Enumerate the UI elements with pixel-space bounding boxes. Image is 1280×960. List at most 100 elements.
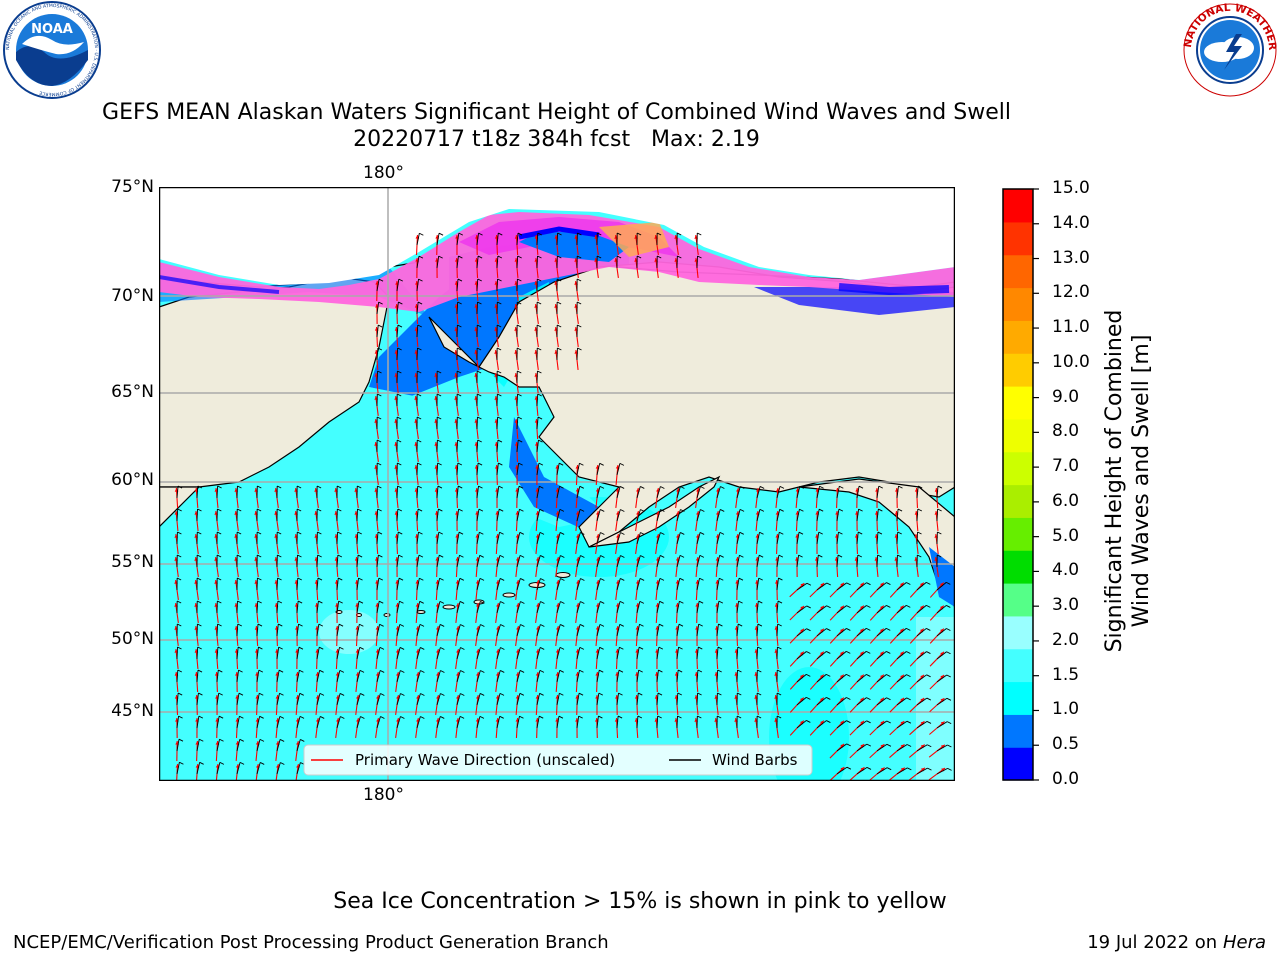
wind-barb xyxy=(496,278,502,292)
wind-barb xyxy=(536,669,545,683)
wind-barb xyxy=(796,651,811,660)
colorbar-swatch xyxy=(1003,386,1033,420)
vector-field xyxy=(174,232,952,781)
wind-barb xyxy=(416,670,425,683)
wind-barb xyxy=(376,416,382,430)
wind-barb xyxy=(276,531,282,545)
wind-barb xyxy=(496,485,503,499)
wind-barb xyxy=(656,509,665,522)
wind-barb xyxy=(276,577,282,591)
wind-barb xyxy=(576,485,584,499)
wind-barb xyxy=(676,255,682,269)
wind-barb xyxy=(416,301,423,315)
wind-barb xyxy=(576,301,582,315)
wind-barb xyxy=(296,692,304,706)
wind-barb xyxy=(496,370,502,384)
wind-barb xyxy=(536,531,545,545)
wind-barb xyxy=(556,715,564,729)
wind-barb xyxy=(516,578,525,591)
wind-barb xyxy=(876,605,891,614)
wind-barb xyxy=(756,646,762,660)
colorbar-tick-label: 1.5 xyxy=(1052,664,1080,685)
wind-barb xyxy=(216,669,223,683)
wind-barb xyxy=(716,669,722,683)
wind-barb xyxy=(196,577,202,591)
wind-barb xyxy=(416,647,425,660)
wind-barb xyxy=(436,554,444,568)
wind-barb xyxy=(696,577,704,591)
wind-barb xyxy=(896,720,912,729)
wind-barb xyxy=(316,531,322,545)
wind-barb xyxy=(896,554,902,568)
wind-barb xyxy=(456,347,462,361)
wind-barb xyxy=(496,301,502,315)
wind-barb xyxy=(296,485,302,499)
wind-barb xyxy=(316,508,322,522)
wind-barb xyxy=(296,646,304,660)
wind-barb xyxy=(376,508,382,522)
lat-label: 65°N xyxy=(111,382,154,402)
map-frame xyxy=(159,187,955,781)
wind-barb xyxy=(456,485,463,499)
wind-barb xyxy=(596,462,604,476)
wind-barb xyxy=(856,720,871,729)
wind-barb xyxy=(176,738,184,752)
wind-barb xyxy=(256,762,265,775)
wind-barb xyxy=(816,554,823,568)
wind-barb xyxy=(816,485,824,499)
wind-barb xyxy=(236,554,242,568)
wind-barb xyxy=(536,462,544,476)
wind-barb xyxy=(456,624,465,637)
wind-barb xyxy=(376,462,382,476)
wind-barb xyxy=(836,628,851,637)
wind-barb xyxy=(636,692,643,706)
wind-barb xyxy=(596,255,602,269)
no-data-area xyxy=(159,187,955,285)
wind-barb xyxy=(516,601,525,614)
wave-direction-arrowhead xyxy=(920,744,925,749)
wind-barb xyxy=(696,532,705,545)
lat-label: 60°N xyxy=(111,470,154,490)
wind-barb xyxy=(756,554,764,568)
wind-barb xyxy=(336,554,343,568)
lon-label-top: 180° xyxy=(363,163,404,183)
wind-barb xyxy=(256,646,263,660)
wind-barb xyxy=(496,462,503,476)
colorbar-tick-label: 1.0 xyxy=(1052,699,1080,720)
wind-barb xyxy=(576,715,583,729)
wind-barb xyxy=(296,600,303,614)
wind-barb xyxy=(916,531,922,545)
wind-barb xyxy=(516,255,522,269)
wind-barb xyxy=(516,370,522,384)
wind-barb xyxy=(336,693,345,706)
wind-barb xyxy=(276,646,283,660)
wind-barb xyxy=(256,669,264,683)
wind-barb xyxy=(356,577,363,591)
wind-barb xyxy=(316,716,325,729)
wind-barb xyxy=(276,739,285,752)
wind-barb xyxy=(896,744,912,752)
wind-barb xyxy=(556,324,562,338)
footer-date: 19 Jul 2022 on Hera xyxy=(1087,932,1266,953)
wind-barb xyxy=(856,605,871,614)
wind-barb xyxy=(676,554,685,568)
wind-barb xyxy=(556,669,564,683)
wind-barb xyxy=(216,646,223,660)
wind-barb xyxy=(796,720,811,729)
wind-barb xyxy=(496,439,503,453)
wind-barb xyxy=(836,673,851,683)
wind-barb xyxy=(576,532,585,545)
colorbar-swatch xyxy=(1003,254,1033,289)
wind-barb xyxy=(496,416,502,430)
wind-barb xyxy=(196,715,204,729)
wind-barb xyxy=(416,600,424,614)
wind-barb xyxy=(916,651,931,660)
wind-barb xyxy=(256,508,262,522)
wind-barb xyxy=(616,669,624,683)
wind-barb xyxy=(496,531,504,545)
wind-barb xyxy=(676,232,682,246)
wave-direction-arrowhead xyxy=(860,767,865,772)
wind-barb xyxy=(656,577,665,591)
wind-barb xyxy=(836,554,843,568)
chart-title: GEFS MEAN Alaskan Waters Significant Hei… xyxy=(102,100,1011,125)
